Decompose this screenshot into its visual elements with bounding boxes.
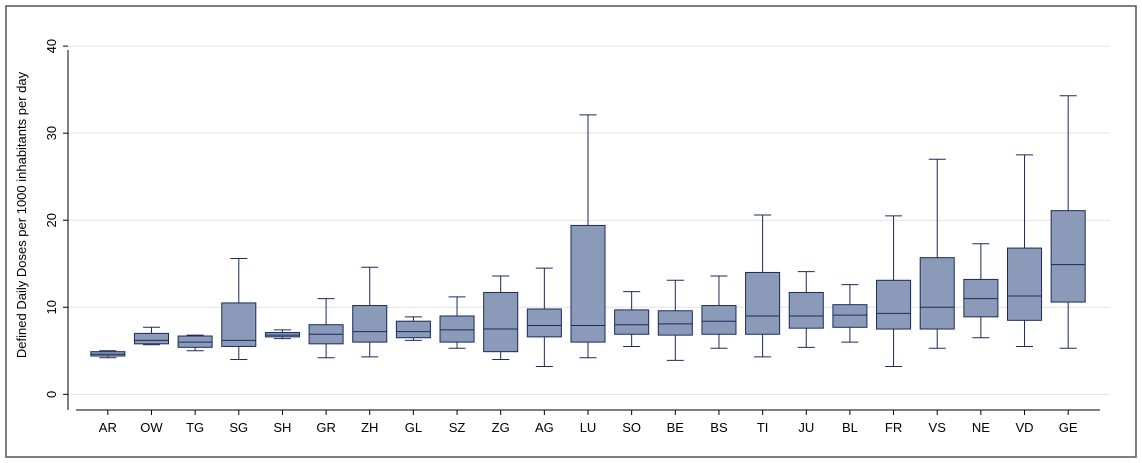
x-tick-label: SG — [229, 420, 248, 435]
y-tick-label: 10 — [44, 300, 59, 314]
y-axis-label: Defined Daily Doses per 1000 inhabitants… — [14, 71, 29, 358]
x-tick-label: BE — [667, 420, 685, 435]
x-tick-label: VS — [929, 420, 947, 435]
box — [876, 279, 912, 330]
box — [483, 291, 519, 353]
box — [570, 224, 606, 343]
box — [701, 305, 737, 335]
box — [832, 304, 868, 328]
y-tick-label: 40 — [44, 39, 59, 53]
x-tick-label: LU — [580, 420, 597, 435]
box — [745, 271, 781, 335]
box — [1006, 247, 1043, 321]
x-tick-label: AR — [99, 420, 117, 435]
x-tick-label: AG — [535, 420, 554, 435]
box — [614, 309, 650, 335]
box — [352, 305, 388, 343]
x-tick-label: GE — [1059, 420, 1078, 435]
x-tick-label: SH — [273, 420, 291, 435]
x-tick-label: VD — [1015, 420, 1033, 435]
box — [395, 320, 431, 339]
x-tick-label: JU — [798, 420, 814, 435]
x-tick-label: GR — [316, 420, 336, 435]
box — [526, 308, 562, 338]
x-tick-label: ZG — [492, 420, 510, 435]
box — [439, 315, 475, 343]
x-tick-label: GL — [405, 420, 422, 435]
box — [221, 302, 257, 347]
box — [133, 332, 170, 345]
x-tick-label: TG — [186, 420, 204, 435]
y-tick-label: 30 — [44, 126, 59, 140]
x-tick-label: FR — [885, 420, 902, 435]
box — [1050, 210, 1086, 303]
x-tick-label: BS — [710, 420, 728, 435]
x-tick-label: TI — [757, 420, 769, 435]
box — [919, 257, 955, 330]
y-tick-label: 0 — [44, 391, 59, 398]
x-tick-label: SZ — [449, 420, 466, 435]
box — [788, 291, 824, 329]
box — [657, 310, 693, 336]
y-tick-label: 20 — [44, 213, 59, 227]
x-tick-label: BL — [842, 420, 858, 435]
x-tick-label: OW — [140, 420, 163, 435]
x-tick-label: ZH — [361, 420, 378, 435]
x-tick-label: NE — [972, 420, 990, 435]
x-tick-label: SO — [622, 420, 641, 435]
